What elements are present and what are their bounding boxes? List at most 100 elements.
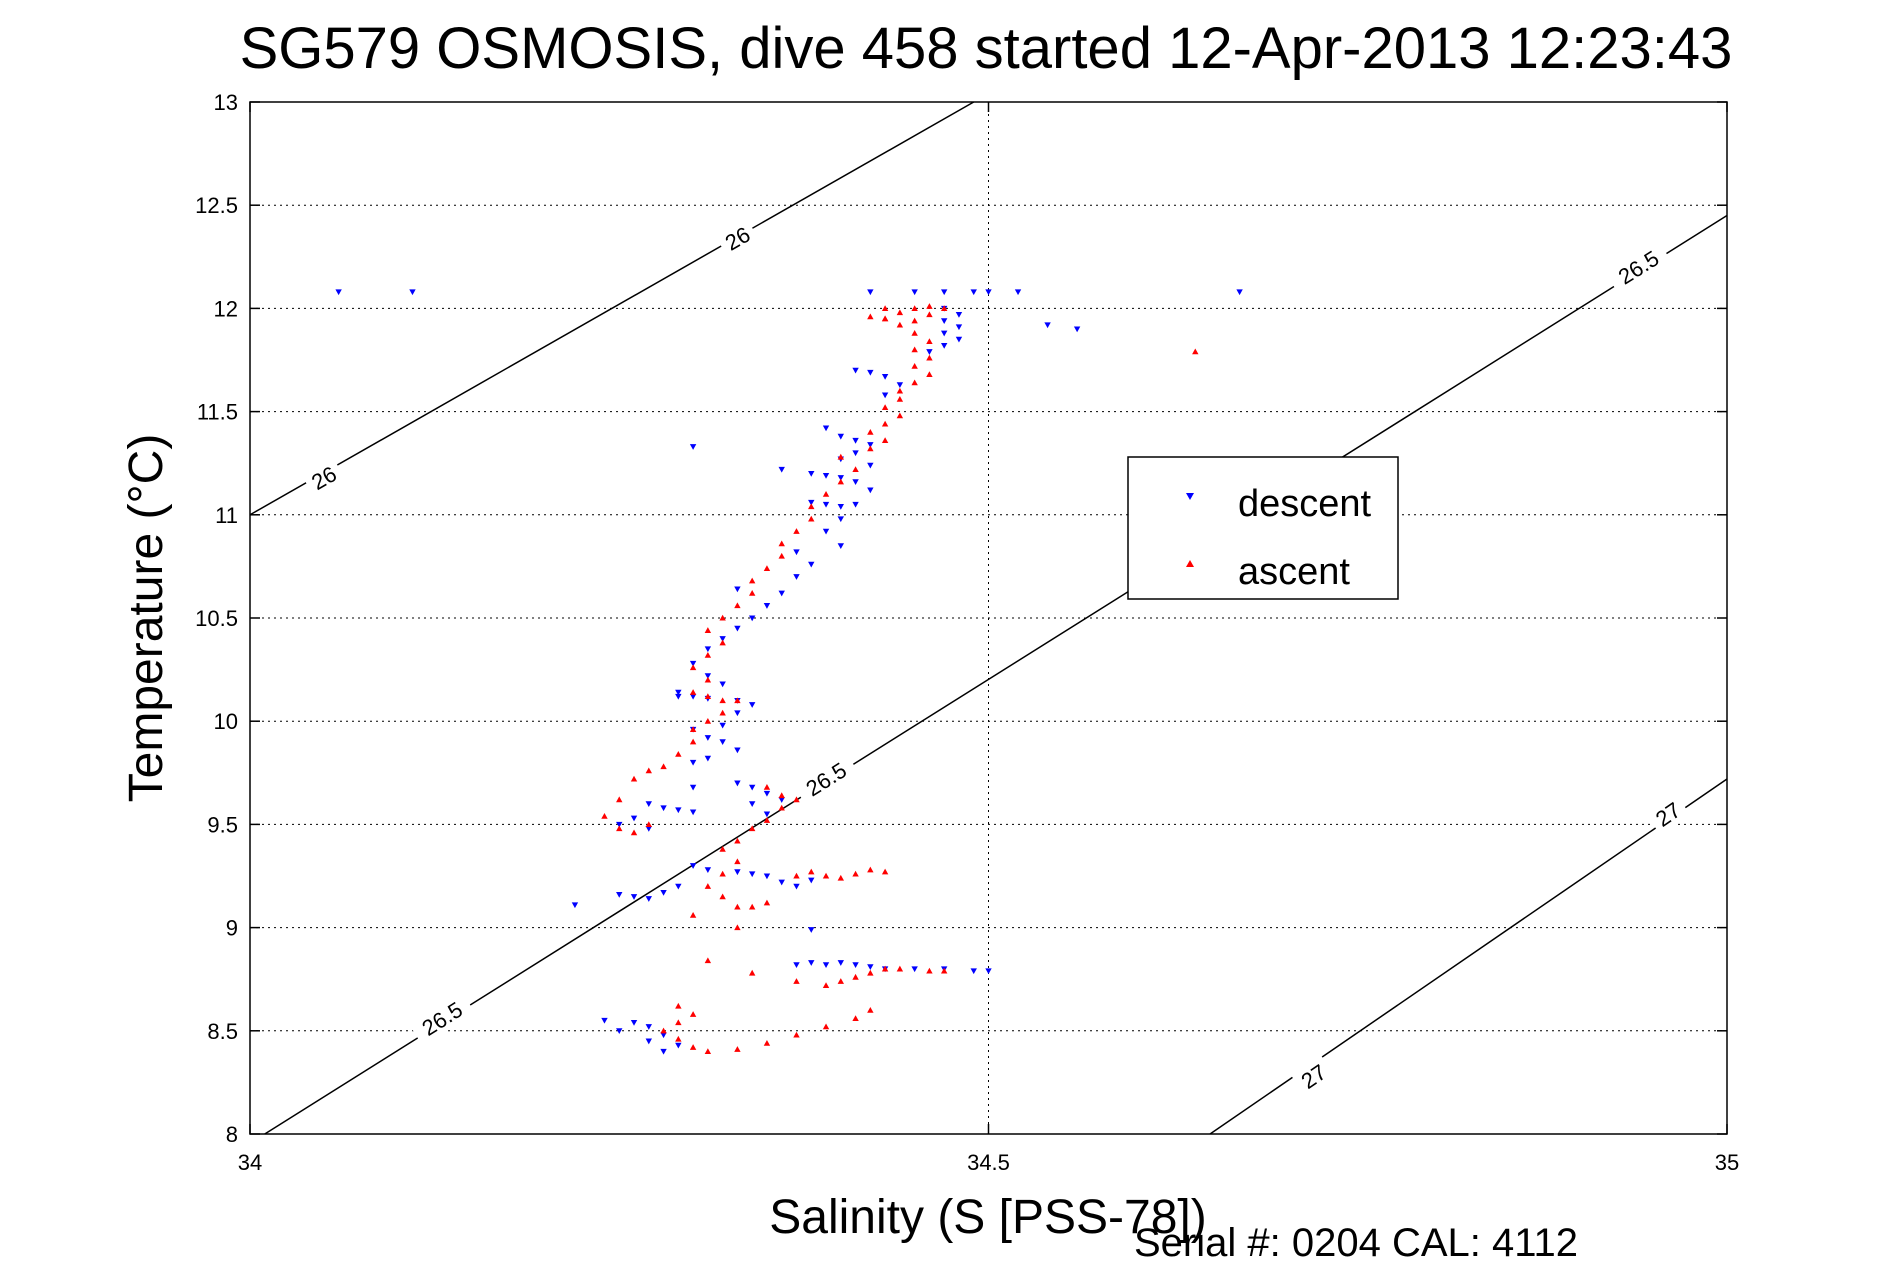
descent-point [689, 660, 697, 667]
y-tick-label: 8.5 [207, 1019, 238, 1044]
descent-point [689, 693, 697, 700]
ascent-point [852, 1015, 859, 1021]
descent-point [911, 289, 918, 296]
descent-point [867, 462, 874, 469]
ascent-point [763, 1039, 771, 1046]
ascent-point [763, 817, 771, 823]
descent-point [867, 369, 874, 376]
ascent-point [748, 590, 756, 596]
isopycnal-line [264, 214, 1728, 1135]
ascent-point [896, 396, 904, 402]
ascent-point [852, 466, 859, 472]
descent-point [675, 1042, 682, 1049]
descent-point [778, 590, 785, 597]
descent-point [822, 962, 830, 968]
ascent-point [896, 965, 904, 972]
descent-point [793, 962, 800, 968]
descent-point [837, 475, 844, 481]
ascent-point [734, 697, 741, 704]
ascent-point [630, 829, 638, 836]
ascent-point [719, 639, 726, 646]
descent-point [704, 646, 712, 653]
ascent-point [719, 845, 726, 852]
ascent-point [719, 614, 726, 621]
descent-point [645, 801, 652, 807]
descent-point [689, 809, 697, 816]
descent-point [675, 689, 682, 696]
descent-point [748, 615, 756, 622]
descent-point [881, 392, 889, 399]
ascent-point [748, 969, 756, 976]
descent-point [808, 877, 815, 884]
x-tick-label: 35 [1715, 1150, 1739, 1175]
y-tick-label: 12 [214, 296, 238, 321]
descent-point [837, 960, 844, 966]
ascent-point [719, 709, 726, 716]
descent-point [571, 902, 579, 909]
descent-point [719, 739, 726, 746]
descent-point [748, 784, 756, 791]
isopycnal-label-bg [1605, 239, 1672, 295]
ascent-point [837, 478, 844, 485]
ascent-point [734, 602, 741, 609]
descent-point [734, 747, 741, 754]
ascent-point [645, 821, 652, 827]
descent-point [837, 433, 844, 440]
isopycnal-label-bg [1645, 793, 1691, 835]
descent-point [867, 442, 874, 448]
descent-point [808, 470, 815, 477]
descent-point [955, 324, 963, 331]
isopycnal-label-bg [301, 457, 346, 498]
ascent-point [704, 627, 712, 633]
isopycnal-label-bg [715, 218, 760, 259]
descent-point [689, 444, 697, 450]
ascent-point [881, 420, 889, 427]
descent-point [689, 784, 697, 791]
ascent-point [926, 311, 933, 318]
y-tick-label: 12.5 [195, 193, 238, 218]
ascent-point [926, 303, 933, 309]
ascent-point [808, 503, 815, 510]
ascent-point [896, 412, 904, 419]
descent-point [409, 289, 416, 296]
ascent-point [734, 903, 741, 910]
legend-marker-ascent [1186, 560, 1194, 567]
ascent-point [852, 870, 859, 877]
descent-point [793, 574, 800, 580]
descent-point [1236, 289, 1243, 296]
ascent-point [822, 490, 830, 497]
ascent-point [763, 899, 771, 906]
descent-point [955, 312, 963, 318]
descent-point [837, 543, 844, 549]
descent-point [734, 625, 741, 632]
descent-point [660, 1032, 667, 1039]
ascent-point [926, 371, 933, 378]
ascent-point [881, 404, 889, 411]
x-tick-label: 34 [238, 1150, 262, 1175]
ascent-point [616, 825, 623, 832]
ascent-point [837, 978, 844, 984]
ascent-point [763, 565, 771, 572]
descent-point [940, 330, 948, 337]
ascent-point [778, 552, 785, 559]
ascent-point [704, 676, 712, 683]
descent-point [852, 437, 859, 444]
descent-point [778, 879, 785, 886]
ascent-point [704, 883, 712, 889]
descent-point [808, 499, 815, 506]
ascent-point [734, 858, 741, 865]
ascent-point [911, 329, 918, 336]
y-tick-label: 11 [215, 503, 238, 528]
descent-point [852, 367, 859, 374]
descent-point [896, 382, 904, 388]
descent-point [763, 790, 771, 797]
y-tick-label: 8 [226, 1122, 238, 1147]
ascent-point [704, 651, 712, 658]
ascent-point [896, 309, 904, 316]
ascent-point [689, 664, 697, 671]
descent-point [616, 892, 623, 898]
descent-point [985, 289, 992, 296]
descent-point [837, 503, 844, 510]
ascent-point [940, 305, 948, 311]
